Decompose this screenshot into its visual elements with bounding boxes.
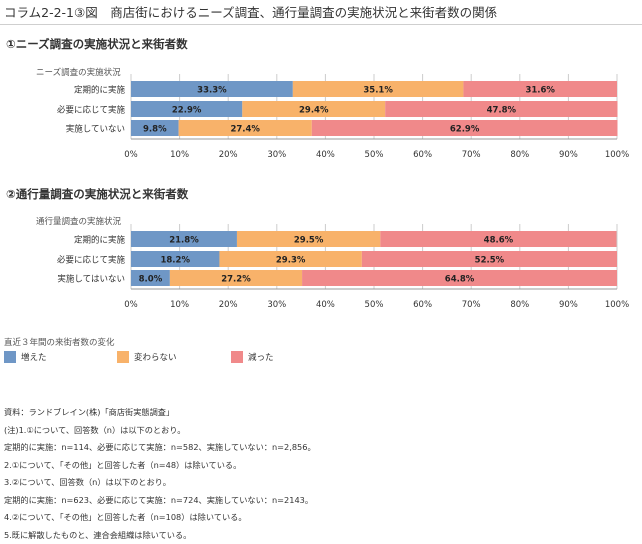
note-line: 5.既に解散したものと、連合会組織は除いている。 bbox=[4, 527, 316, 544]
legend-label-decrease: 減った bbox=[248, 351, 274, 363]
chart2-data-label: 21.8% bbox=[169, 236, 199, 246]
legend-swatch-decrease bbox=[231, 351, 243, 363]
chart2-x-tick-label: 80% bbox=[510, 300, 529, 310]
legend-label-same: 変わらない bbox=[134, 351, 177, 363]
chart2-x-tick-label: 0% bbox=[124, 300, 138, 310]
chart2-data-label: 64.8% bbox=[445, 275, 475, 285]
chart2-data-label: 8.0% bbox=[139, 275, 163, 285]
note-line: (注)1.①について、回答数（n）は以下のとおり。 bbox=[4, 422, 316, 440]
legend-item-same: 変わらない bbox=[117, 351, 177, 363]
chart1-category-label: 実施していない bbox=[66, 124, 125, 135]
chart2-category-label: 定期的に実施 bbox=[74, 235, 126, 246]
note-line: 資料：ランドブレイン(株)「商店街実態調査」 bbox=[4, 404, 316, 422]
chart2-data-label: 18.2% bbox=[160, 256, 190, 266]
legend-item-decrease: 減った bbox=[231, 351, 274, 363]
chart1-plot: 0% 10% 20% 30% 40% 50% 60% 70% 80% 90% 100% 定期的に実施 3… bbox=[0, 74, 642, 164]
chart1-data-label: 22.9% bbox=[172, 106, 202, 116]
chart1-data-label: 33.3% bbox=[197, 86, 227, 96]
chart2-x-tick-label: 90% bbox=[559, 300, 578, 310]
figure-title: コラム2-2-1③図 商店街におけるニーズ調査、通行量調査の実施状況と来街者数の… bbox=[4, 2, 497, 21]
legend-item-increase: 増えた bbox=[4, 351, 47, 363]
note-line: 2.①について、「その他」と回答した者（n=48）は除いている。 bbox=[4, 457, 316, 475]
chart1-x-tick-label: 30% bbox=[267, 150, 286, 160]
chart1-data-label: 62.9% bbox=[450, 125, 480, 135]
note-line: 4.②について、「その他」と回答した者（n=108）は除いている。 bbox=[4, 509, 316, 527]
chart1-x-tick-label: 0% bbox=[124, 150, 138, 160]
chart1-data-label: 35.1% bbox=[363, 86, 393, 96]
chart2-plot: 0% 10% 20% 30% 40% 50% 60% 70% 80% 90% 100% 定期的に実施 2… bbox=[0, 224, 642, 314]
chart1-x-tick-label: 20% bbox=[219, 150, 238, 160]
chart2-data-label: 48.6% bbox=[484, 236, 514, 246]
chart1-x-tick-label: 60% bbox=[413, 150, 432, 160]
chart2-data-label: 29.3% bbox=[276, 256, 306, 266]
chart2-data-label: 27.2% bbox=[221, 275, 251, 285]
chart1-x-tick-label: 40% bbox=[316, 150, 335, 160]
chart1-category-label: 必要に応じて実施 bbox=[57, 105, 126, 116]
chart2-x-tick-label: 10% bbox=[170, 300, 189, 310]
source-notes: 資料：ランドブレイン(株)「商店街実態調査」 (注)1.①について、回答数（n）… bbox=[4, 404, 316, 544]
note-line: 定期的に実施：n=114、必要に応じて実施：n=582、実施していない：n=2,… bbox=[4, 439, 316, 457]
chart2-x-tick-label: 20% bbox=[219, 300, 238, 310]
chart1-x-tick-label: 70% bbox=[462, 150, 481, 160]
chart2-data-label: 29.5% bbox=[294, 236, 324, 246]
chart1-x-tick-label: 80% bbox=[510, 150, 529, 160]
chart1-data-label: 27.4% bbox=[230, 125, 260, 135]
chart1-data-label: 9.8% bbox=[143, 125, 167, 135]
chart1-data-label: 29.4% bbox=[299, 106, 329, 116]
chart1-data-label: 31.6% bbox=[525, 86, 555, 96]
chart2-category-label: 実施してはいない bbox=[57, 274, 125, 285]
chart1-category-label: 定期的に実施 bbox=[74, 85, 126, 96]
note-line: 定期的に実施：n=623、必要に応じて実施：n=724、実施していない：n=21… bbox=[4, 492, 316, 510]
chart2-title: ②通行量調査の実施状況と来街者数 bbox=[6, 186, 188, 202]
chart1-x-tick-label: 90% bbox=[559, 150, 578, 160]
legend-swatch-same bbox=[117, 351, 129, 363]
chart2-x-tick-label: 50% bbox=[365, 300, 384, 310]
note-line: 3.②について、回答数（n）は以下のとおり。 bbox=[4, 474, 316, 492]
chart1-title: ①ニーズ調査の実施状況と来街者数 bbox=[6, 36, 188, 52]
chart1-data-label: 47.8% bbox=[487, 106, 517, 116]
chart2-x-tick-label: 100% bbox=[605, 300, 629, 310]
chart2-x-tick-label: 60% bbox=[413, 300, 432, 310]
legend-swatch-increase bbox=[4, 351, 16, 363]
title-divider bbox=[0, 24, 642, 25]
chart1-x-tick-label: 50% bbox=[365, 150, 384, 160]
chart1-x-tick-label: 100% bbox=[605, 150, 629, 160]
chart2-category-label: 必要に応じて実施 bbox=[57, 255, 126, 266]
chart2-x-tick-label: 40% bbox=[316, 300, 335, 310]
chart1-x-tick-label: 10% bbox=[170, 150, 189, 160]
chart2-data-label: 52.5% bbox=[475, 256, 505, 266]
chart2-x-tick-label: 30% bbox=[267, 300, 286, 310]
chart2-x-tick-label: 70% bbox=[462, 300, 481, 310]
legend-label-increase: 増えた bbox=[21, 351, 47, 363]
legend-title: 直近３年間の来街者数の変化 bbox=[4, 336, 115, 348]
